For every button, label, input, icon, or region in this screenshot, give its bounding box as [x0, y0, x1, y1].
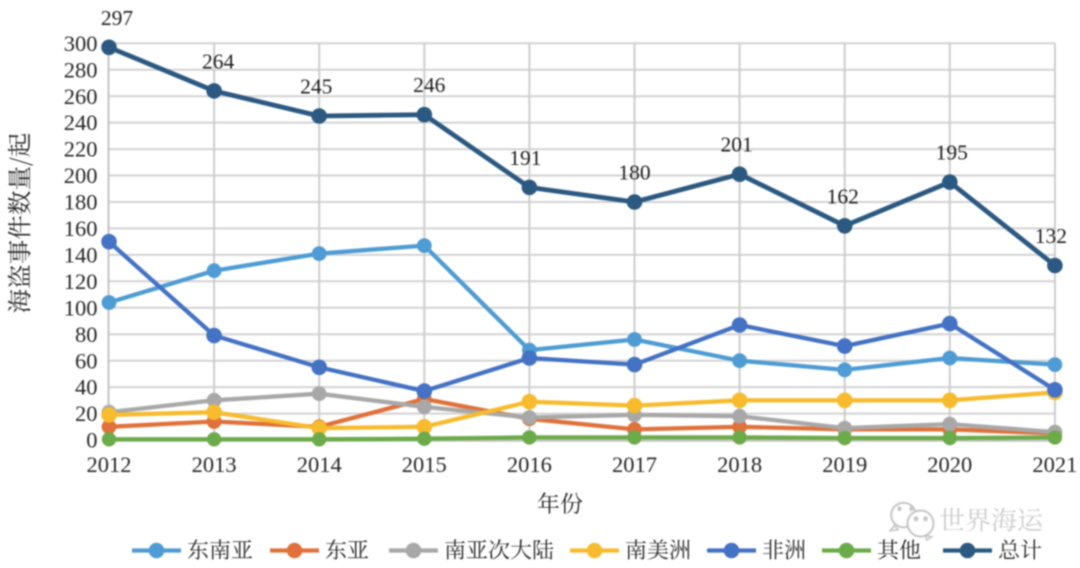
svg-text:260: 260	[64, 84, 98, 109]
svg-text:300: 300	[64, 31, 98, 56]
svg-text:160: 160	[64, 216, 98, 241]
svg-text:191: 191	[509, 146, 541, 170]
svg-text:2013: 2013	[192, 452, 237, 477]
svg-text:180: 180	[618, 161, 650, 185]
svg-text:20: 20	[75, 401, 98, 426]
svg-text:100: 100	[64, 295, 98, 320]
svg-text:297: 297	[101, 6, 134, 30]
svg-text:2015: 2015	[402, 452, 447, 477]
svg-text:2017: 2017	[612, 452, 657, 477]
svg-text:195: 195	[936, 141, 968, 165]
svg-text:220: 220	[64, 137, 98, 162]
svg-text:2021: 2021	[1032, 452, 1077, 477]
svg-text:2018: 2018	[717, 452, 762, 477]
svg-text:245: 245	[300, 75, 332, 99]
svg-text:246: 246	[413, 73, 446, 97]
svg-text:132: 132	[1035, 224, 1067, 248]
svg-text:2016: 2016	[507, 452, 552, 477]
svg-text:240: 240	[64, 110, 98, 135]
svg-text:264: 264	[202, 49, 235, 73]
svg-text:40: 40	[75, 375, 98, 400]
svg-text:120: 120	[64, 269, 98, 294]
svg-text:2012: 2012	[87, 452, 132, 477]
svg-text:2014: 2014	[297, 452, 342, 477]
svg-text:80: 80	[75, 322, 98, 347]
svg-text:180: 180	[64, 190, 98, 215]
svg-text:200: 200	[64, 163, 98, 188]
svg-text:2019: 2019	[822, 452, 867, 477]
svg-text:140: 140	[64, 243, 98, 268]
svg-text:60: 60	[75, 348, 98, 373]
svg-text:2020: 2020	[927, 452, 972, 477]
svg-text:0: 0	[86, 428, 97, 453]
svg-text:162: 162	[827, 184, 859, 208]
svg-text:201: 201	[720, 133, 752, 157]
svg-text:280: 280	[64, 57, 98, 82]
